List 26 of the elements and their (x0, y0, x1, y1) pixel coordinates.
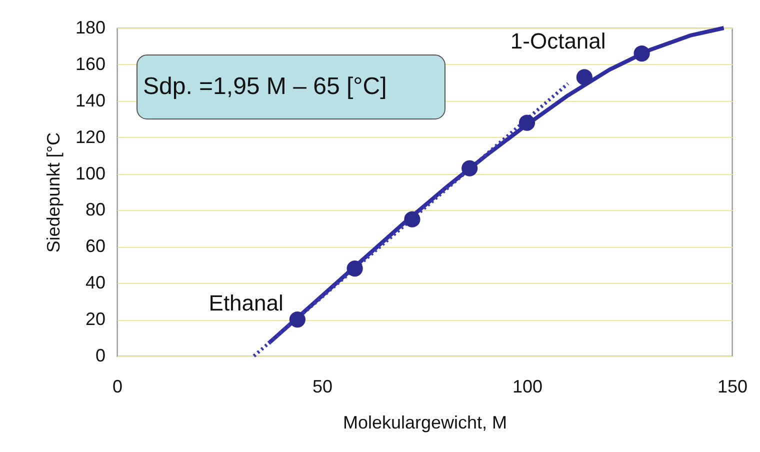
y-axis-title: Siedepunkt [°C (43, 132, 64, 253)
y-tick-label: 100 (75, 163, 106, 184)
y-tick-label: 40 (85, 272, 106, 293)
point (404, 211, 420, 228)
point (634, 45, 650, 62)
x-tick-label: 0 (112, 376, 123, 396)
annotation: Ethanal (208, 290, 284, 316)
y-tick-label: 0 (95, 346, 106, 366)
y-tick-label: 160 (75, 54, 106, 74)
annotation: Sdp. =1,95 M – 65 [°C] (143, 73, 387, 100)
point (518, 114, 536, 131)
y-tick-label: 140 (75, 90, 106, 110)
y-tick-label: 20 (85, 309, 106, 330)
point (576, 69, 592, 86)
x-axis-title: Molekulargewicht, M (342, 412, 508, 432)
y-tick-label: 60 (85, 236, 106, 256)
point (346, 260, 363, 277)
annotation: 1-Octanal (510, 28, 606, 54)
point (289, 312, 306, 328)
y-tick-label: 120 (75, 126, 106, 147)
x-tick-label: 100 (512, 376, 543, 396)
y-tick-label: 180 (75, 18, 106, 38)
point (462, 160, 478, 176)
x-tick-label: 150 (717, 376, 748, 396)
x-tick-label: 50 (312, 376, 333, 396)
y-tick-label: 80 (85, 200, 106, 220)
